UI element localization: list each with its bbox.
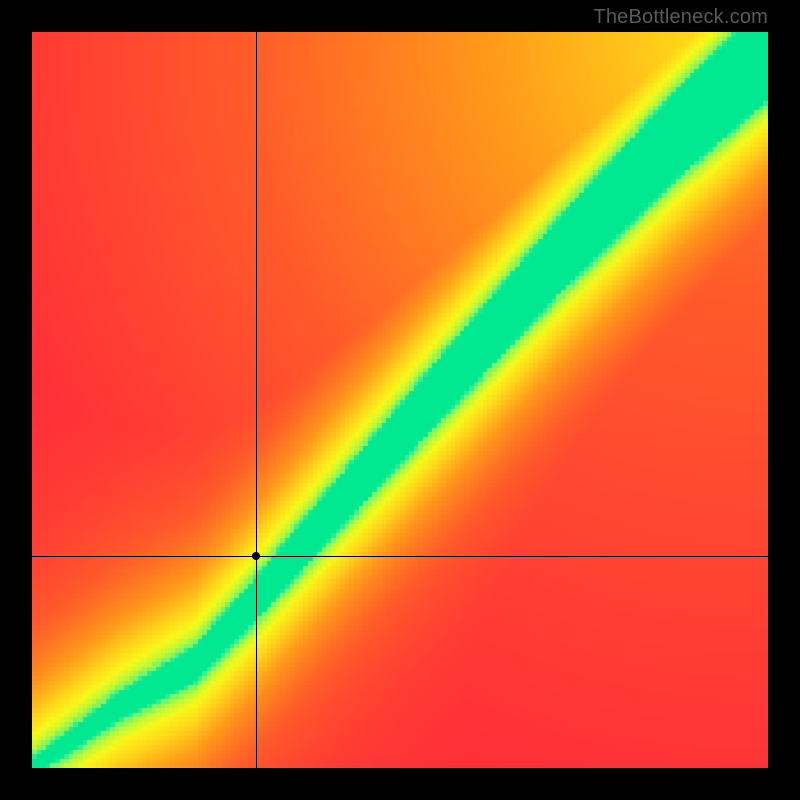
heatmap-canvas [32,32,768,768]
crosshair-horizontal [32,556,768,557]
plot-area [32,32,768,768]
chart-container: TheBottleneck.com [0,0,800,800]
crosshair-vertical [256,32,257,768]
watermark-text: TheBottleneck.com [593,6,768,29]
crosshair-marker [252,552,260,560]
